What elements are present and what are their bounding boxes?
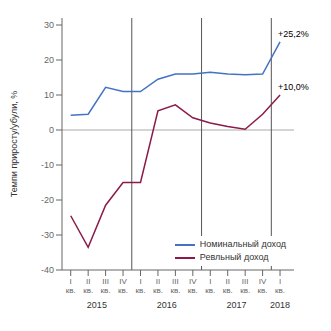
svg-text:+10,0%: +10,0% <box>278 82 309 92</box>
svg-text:IIкв.: IIкв. <box>153 277 163 295</box>
svg-text:IIкв.: IIкв. <box>83 277 93 295</box>
svg-text:Iкв.: Iкв. <box>275 277 285 295</box>
html-text:Ревльный доход: Ревльный доход <box>199 252 269 262</box>
svg-text:-40: -40 <box>41 265 54 275</box>
svg-text:-20: -20 <box>41 195 54 205</box>
svg-text:IIкв.: IIкв. <box>223 277 233 295</box>
svg-text:IIIкв.: IIIкв. <box>101 277 111 295</box>
svg-text:2015: 2015 <box>87 300 107 310</box>
svg-text:IIIкв.: IIIкв. <box>170 277 180 295</box>
svg-text:2017: 2017 <box>226 300 246 310</box>
svg-text:IVкв.: IVкв. <box>258 277 268 295</box>
svg-text:10: 10 <box>44 90 54 100</box>
svg-text:-10: -10 <box>41 160 54 170</box>
svg-text:2018: 2018 <box>270 300 290 310</box>
svg-text:20: 20 <box>44 55 54 65</box>
html-text:Номинальный доход: Номинальный доход <box>199 239 286 249</box>
svg-text:Iкв.: Iкв. <box>136 277 146 295</box>
svg-text:30: 30 <box>44 20 54 30</box>
svg-text:IIIкв.: IIIкв. <box>240 277 250 295</box>
svg-text:IVкв.: IVкв. <box>188 277 198 295</box>
svg-text:IVкв.: IVкв. <box>118 277 128 295</box>
svg-text:Iкв.: Iкв. <box>66 277 76 295</box>
svg-text:+25,2%: +25,2% <box>278 29 309 39</box>
svg-text:-30: -30 <box>41 230 54 240</box>
svg-text:Iкв.: Iкв. <box>205 277 215 295</box>
svg-text:2016: 2016 <box>157 300 177 310</box>
svg-text:Темпи приросту/убули, %: Темпи приросту/убули, % <box>9 91 19 197</box>
svg-text:0: 0 <box>49 125 54 135</box>
